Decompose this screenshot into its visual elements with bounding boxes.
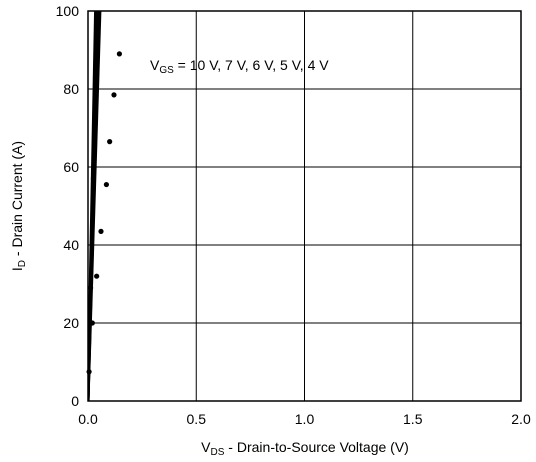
- x-tick-label: 0.5: [187, 411, 207, 427]
- x-tick-labels: 0.0 0.5 1.0 1.5 2.0: [78, 411, 531, 427]
- y-tick-label: 40: [63, 237, 79, 253]
- grid-lines: [88, 11, 521, 401]
- annotation-main: V: [150, 57, 160, 73]
- y-tick-label: 60: [63, 159, 79, 175]
- data-point-marker: [94, 273, 100, 279]
- x-axis-label-sub: DS: [211, 447, 225, 458]
- data-point-marker: [89, 320, 95, 326]
- marker-group: [86, 51, 122, 375]
- data-point-marker: [111, 92, 117, 98]
- data-point-marker: [90, 176, 97, 182]
- y-tick-label: 20: [63, 315, 79, 331]
- x-axis-label-rest: - Drain-to-Source Voltage (V): [224, 439, 408, 455]
- data-point-marker: [116, 51, 122, 57]
- annotation-sub: GS: [159, 65, 174, 76]
- y-axis-label-main: I: [9, 267, 25, 271]
- x-tick-label: 1.0: [295, 411, 315, 427]
- x-tick-label: 1.5: [403, 411, 423, 427]
- y-tick-label: 80: [63, 81, 79, 97]
- data-point-marker: [98, 228, 104, 234]
- data-point-marker: [107, 139, 113, 145]
- y-axis-label-sub: D: [17, 260, 28, 267]
- data-point-marker: [94, 63, 100, 69]
- vgs-annotation: VGS = 10 V, 7 V, 6 V, 5 V, 4 V: [150, 57, 329, 76]
- plot-frame: [87, 10, 522, 402]
- data-point-marker: [86, 369, 92, 375]
- x-axis-label-main: V: [201, 439, 211, 455]
- annotation-rest: = 10 V, 7 V, 6 V, 5 V, 4 V: [174, 57, 329, 73]
- y-axis-label: ID - Drain Current (A): [9, 141, 28, 271]
- series-group: [88, 11, 102, 401]
- x-axis-label: VDS - Drain-to-Source Voltage (V): [201, 439, 409, 458]
- x-tick-label: 2.0: [511, 411, 531, 427]
- x-tick-label: 0.0: [78, 411, 98, 427]
- y-axis-label-rest: - Drain Current (A): [9, 141, 25, 260]
- data-point-marker: [87, 285, 94, 291]
- series-line-5: [88, 11, 98, 401]
- y-tick-labels: 0 20 40 60 80 100: [56, 3, 80, 409]
- y-tick-label: 0: [71, 393, 79, 409]
- data-point-marker: [103, 181, 110, 188]
- y-tick-label: 100: [56, 3, 80, 19]
